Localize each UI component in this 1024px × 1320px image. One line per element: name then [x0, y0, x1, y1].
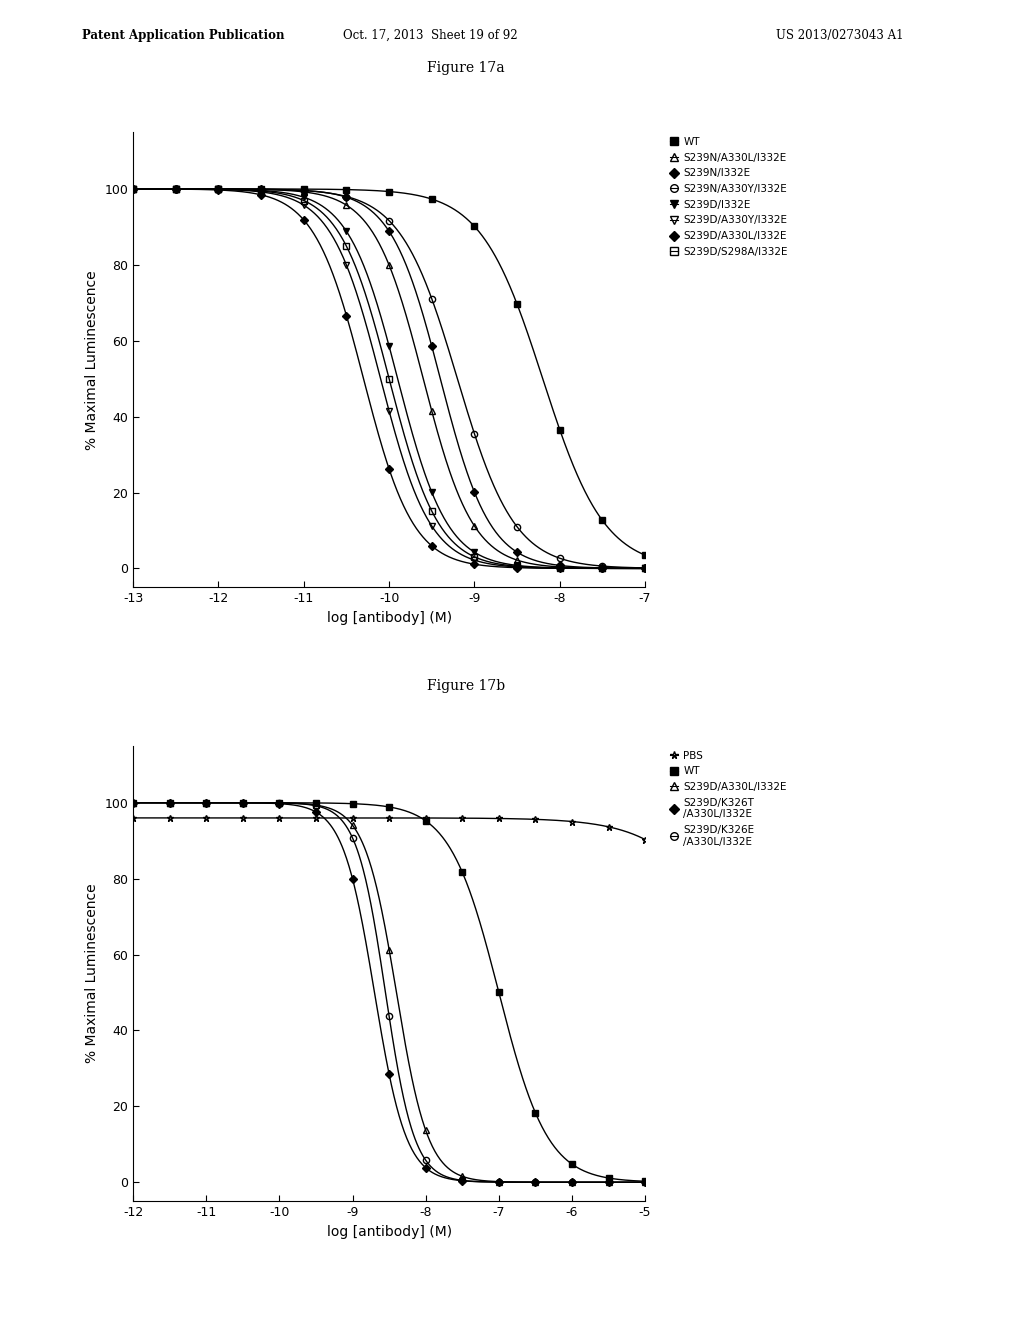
Text: Figure 17a: Figure 17a	[427, 61, 505, 75]
Legend: PBS, WT, S239D/A330L/I332E, S239D/K326T
/A330L/I332E, S239D/K326E
/A330L/I332E: PBS, WT, S239D/A330L/I332E, S239D/K326T …	[666, 746, 792, 851]
Legend: WT, S239N/A330L/I332E, S239N/I332E, S239N/A330Y/I332E, S239D/I332E, S239D/A330Y/: WT, S239N/A330L/I332E, S239N/I332E, S239…	[666, 132, 792, 261]
Y-axis label: % Maximal Luminescence: % Maximal Luminescence	[85, 269, 99, 450]
Text: US 2013/0273043 A1: US 2013/0273043 A1	[776, 29, 903, 42]
Text: Oct. 17, 2013  Sheet 19 of 92: Oct. 17, 2013 Sheet 19 of 92	[343, 29, 517, 42]
X-axis label: log [antibody] (M): log [antibody] (M)	[327, 1225, 452, 1238]
X-axis label: log [antibody] (M): log [antibody] (M)	[327, 611, 452, 624]
Text: Figure 17b: Figure 17b	[427, 678, 505, 693]
Y-axis label: % Maximal Luminescence: % Maximal Luminescence	[85, 883, 99, 1064]
Text: Patent Application Publication: Patent Application Publication	[82, 29, 285, 42]
